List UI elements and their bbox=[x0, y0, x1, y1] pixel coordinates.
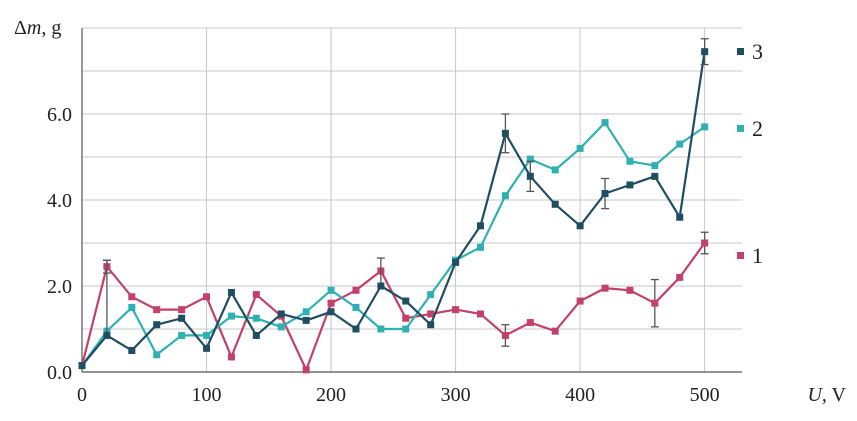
data-point bbox=[327, 308, 335, 316]
series-line bbox=[80, 242, 706, 371]
data-point bbox=[501, 129, 509, 137]
series-layer bbox=[78, 38, 709, 374]
data-point bbox=[252, 291, 260, 299]
y-tick-label: 6.0 bbox=[47, 104, 72, 126]
data-point bbox=[601, 284, 609, 292]
data-point bbox=[576, 297, 584, 305]
legend-marker bbox=[737, 252, 744, 259]
data-point bbox=[277, 310, 285, 318]
data-point bbox=[277, 323, 285, 331]
data-point bbox=[178, 331, 186, 339]
data-point bbox=[601, 190, 609, 198]
data-point bbox=[526, 172, 534, 180]
data-point bbox=[377, 325, 385, 333]
data-point bbox=[626, 286, 634, 294]
data-point bbox=[153, 321, 161, 329]
data-point bbox=[128, 347, 136, 354]
data-point bbox=[178, 306, 186, 314]
series-3 bbox=[78, 38, 709, 370]
x-tick-label: 300 bbox=[441, 384, 471, 406]
y-axis-label: Δm, g bbox=[14, 17, 61, 39]
data-point bbox=[576, 222, 584, 230]
data-point bbox=[676, 140, 684, 148]
data-point bbox=[252, 314, 260, 322]
data-point bbox=[651, 172, 659, 180]
data-point bbox=[452, 306, 460, 314]
data-point bbox=[327, 286, 335, 294]
data-point bbox=[427, 310, 435, 318]
data-point bbox=[227, 288, 235, 296]
legend: 1 2 3 bbox=[737, 39, 763, 268]
data-point bbox=[701, 48, 709, 56]
data-point bbox=[302, 316, 310, 324]
axes: 0 100 200 300 400 500 0.0 2.0 4.0 6.0 bbox=[47, 28, 742, 406]
series-line bbox=[81, 51, 706, 367]
data-point bbox=[203, 293, 211, 301]
data-point bbox=[501, 331, 509, 339]
data-point bbox=[128, 304, 136, 311]
data-point bbox=[701, 239, 709, 247]
data-point bbox=[203, 331, 211, 339]
data-point bbox=[402, 297, 410, 305]
data-point bbox=[128, 293, 136, 301]
y-tick-label: 4.0 bbox=[47, 190, 72, 212]
y-tick-label: 0.0 bbox=[47, 362, 72, 384]
data-point bbox=[551, 327, 559, 335]
data-point bbox=[402, 314, 410, 322]
data-point bbox=[78, 362, 86, 370]
data-point bbox=[227, 353, 235, 361]
data-point bbox=[626, 157, 634, 165]
data-point bbox=[153, 351, 161, 359]
data-point bbox=[651, 299, 659, 307]
data-point bbox=[252, 331, 260, 339]
data-point bbox=[501, 192, 509, 200]
data-point bbox=[476, 243, 484, 251]
legend-label: 3 bbox=[752, 39, 763, 64]
data-point bbox=[452, 258, 460, 266]
data-point bbox=[203, 344, 211, 352]
data-point bbox=[352, 304, 360, 311]
data-point bbox=[576, 144, 584, 152]
data-point bbox=[402, 325, 410, 333]
data-point bbox=[526, 155, 534, 163]
data-point bbox=[153, 306, 161, 314]
legend-marker bbox=[737, 48, 744, 55]
data-point bbox=[352, 325, 360, 333]
x-tick-label: 500 bbox=[690, 384, 720, 406]
y-tick-label: 2.0 bbox=[47, 276, 72, 298]
data-point bbox=[103, 331, 111, 339]
legend-label: 1 bbox=[752, 243, 763, 268]
x-tick-label: 400 bbox=[565, 384, 595, 406]
data-point bbox=[551, 200, 559, 208]
x-tick-label: 100 bbox=[192, 384, 222, 406]
grid bbox=[82, 27, 742, 372]
data-point bbox=[651, 162, 659, 170]
data-point bbox=[427, 291, 435, 299]
x-tick-label: 200 bbox=[316, 384, 346, 406]
data-point bbox=[476, 310, 484, 318]
data-point bbox=[178, 314, 186, 322]
data-point bbox=[327, 299, 335, 307]
x-tick-label: 0 bbox=[77, 384, 87, 406]
data-point bbox=[352, 286, 360, 294]
data-point bbox=[626, 181, 634, 189]
data-point bbox=[302, 366, 310, 374]
data-point bbox=[476, 222, 484, 230]
data-point bbox=[227, 312, 235, 320]
data-point bbox=[302, 308, 310, 316]
data-point bbox=[701, 123, 709, 131]
legend-marker bbox=[737, 125, 744, 132]
data-point bbox=[427, 321, 435, 329]
data-point bbox=[601, 119, 609, 127]
data-point bbox=[676, 273, 684, 281]
data-point bbox=[526, 319, 534, 327]
data-point bbox=[551, 166, 559, 174]
x-axis-label: U, V bbox=[807, 384, 846, 406]
series-line bbox=[81, 121, 706, 367]
series-1 bbox=[78, 231, 709, 374]
legend-label: 2 bbox=[752, 116, 763, 141]
data-point bbox=[377, 282, 385, 290]
data-point bbox=[676, 213, 684, 221]
